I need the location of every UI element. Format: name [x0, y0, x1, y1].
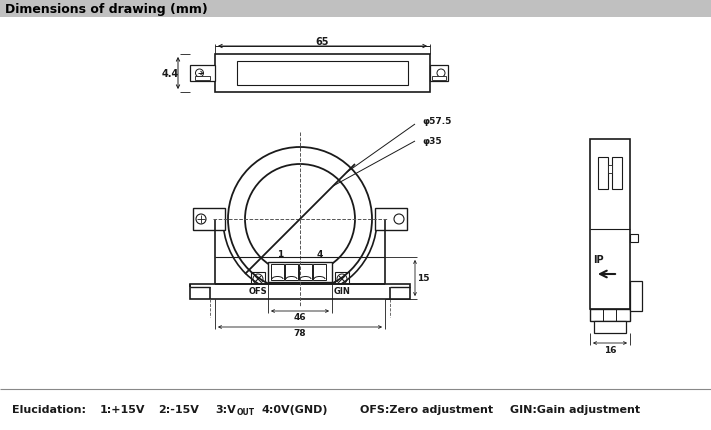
Bar — [251, 272, 265, 286]
Text: OFS: OFS — [249, 287, 267, 296]
Text: GIN:Gain adjustment: GIN:Gain adjustment — [510, 404, 640, 414]
Text: 1:+15V: 1:+15V — [100, 404, 146, 414]
Bar — [0, 0, 711, 18]
Bar — [590, 309, 630, 321]
Text: OFS:Zero adjustment: OFS:Zero adjustment — [360, 404, 493, 414]
Bar — [432, 77, 446, 81]
Bar — [598, 158, 608, 190]
Text: 4.4: 4.4 — [161, 69, 178, 79]
Text: φ35: φ35 — [422, 137, 442, 146]
Bar — [630, 234, 638, 243]
Bar — [590, 140, 630, 309]
Text: 4: 4 — [317, 250, 324, 259]
Bar — [193, 209, 225, 230]
Text: 15: 15 — [417, 274, 429, 283]
Bar — [195, 77, 210, 81]
Text: IP: IP — [593, 255, 604, 264]
Text: OUT: OUT — [237, 408, 255, 417]
Text: Elucidation:: Elucidation: — [12, 404, 86, 414]
Text: 16: 16 — [604, 346, 616, 355]
Text: GIN: GIN — [333, 287, 351, 296]
Text: Dimensions of drawing (mm): Dimensions of drawing (mm) — [5, 3, 208, 15]
Bar — [285, 264, 298, 280]
Bar — [237, 62, 408, 86]
Text: 2:-15V: 2:-15V — [158, 404, 199, 414]
Bar — [190, 66, 215, 82]
Bar — [215, 55, 430, 93]
Text: 1: 1 — [277, 250, 283, 259]
Text: 78: 78 — [294, 329, 306, 338]
Bar — [375, 209, 407, 230]
Bar — [190, 284, 410, 299]
Bar — [299, 264, 312, 280]
Text: 46: 46 — [294, 313, 306, 322]
Text: φ57.5: φ57.5 — [422, 117, 451, 126]
Bar — [630, 281, 642, 311]
Text: 3:V: 3:V — [215, 404, 236, 414]
Bar — [612, 158, 622, 190]
Bar — [608, 166, 612, 174]
Text: 4:0V(GND): 4:0V(GND) — [262, 404, 328, 414]
Bar — [430, 66, 448, 82]
Bar — [268, 262, 332, 283]
Text: 65: 65 — [316, 37, 329, 47]
Bar — [313, 264, 326, 280]
Bar — [594, 321, 626, 333]
Bar — [335, 272, 349, 286]
Bar — [271, 264, 284, 280]
